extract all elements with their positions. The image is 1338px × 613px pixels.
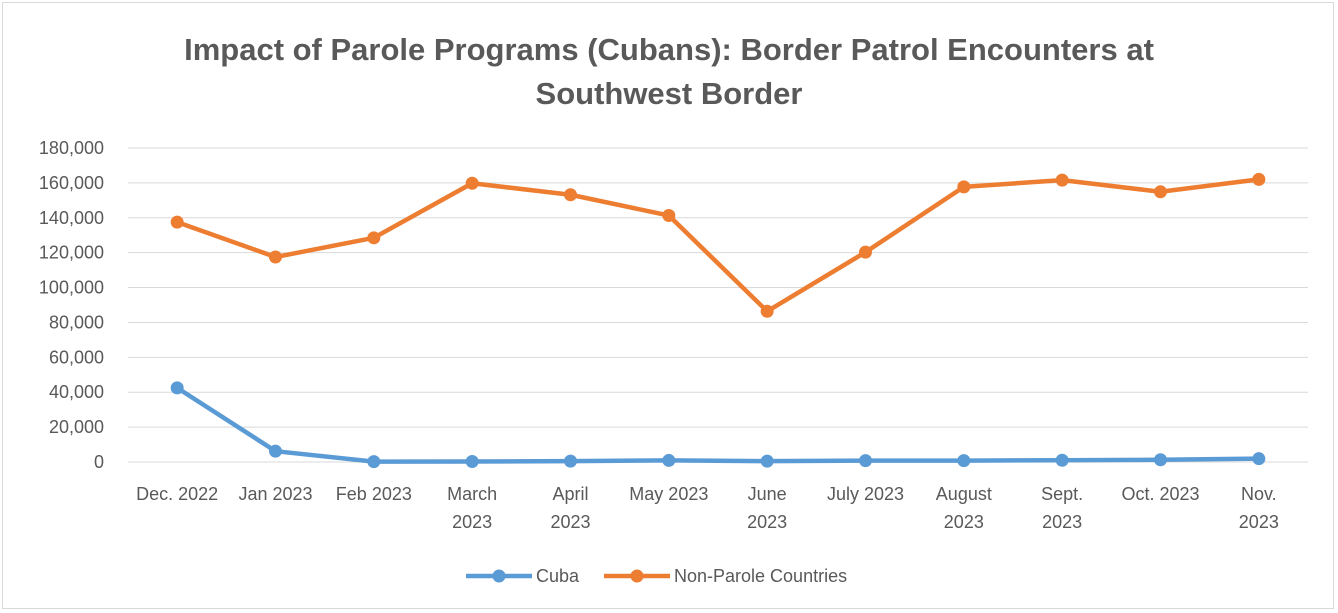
y-tick-label: 140,000 [39, 208, 104, 228]
data-point-cuba [1252, 452, 1266, 466]
y-tick-label: 160,000 [39, 173, 104, 193]
x-tick-label: Oct. 2023 [1121, 484, 1199, 504]
x-tick-label: Nov. 2023 [1239, 484, 1279, 532]
data-point-cuba [1055, 453, 1069, 467]
data-point-non-parole-countries [170, 215, 184, 229]
series-line-non-parole-countries [174, 177, 1262, 314]
data-point-non-parole-countries [269, 250, 282, 264]
gridlines [128, 147, 1308, 463]
data-point-cuba [465, 454, 479, 468]
legend-item-non-parole-countries: Non-Parole Countries [604, 566, 847, 586]
data-point-non-parole-countries [367, 231, 381, 245]
x-tick-label: July 2023 [827, 484, 904, 504]
y-tick-label: 0 [94, 452, 104, 472]
data-point-non-parole-countries [859, 245, 872, 259]
data-point-non-parole-countries [1154, 185, 1167, 199]
legend-label: Non-Parole Countries [674, 566, 847, 586]
legend-swatch-marker [492, 569, 506, 583]
data-point-cuba [367, 455, 381, 469]
legend-swatch-marker [630, 569, 644, 583]
series-line-cuba [174, 385, 1262, 464]
data-point-non-parole-countries [957, 180, 971, 194]
chart-title: Impact of Parole Programs (Cubans): Bord… [0, 28, 1338, 116]
data-point-non-parole-countries [465, 176, 479, 190]
data-point-non-parole-countries [1252, 172, 1266, 186]
data-point-cuba [564, 454, 577, 468]
series-non-parole-countries [170, 172, 1266, 318]
x-tick-label: Feb 2023 [336, 484, 412, 504]
x-tick-label: March 2023 [447, 484, 497, 532]
data-point-non-parole-countries [760, 304, 774, 318]
data-point-non-parole-countries [1055, 173, 1069, 187]
chart-title-line-2: Southwest Border [535, 76, 803, 111]
data-point-cuba [859, 454, 872, 468]
x-tick-label: August 2023 [936, 484, 992, 532]
x-tick-label: Dec. 2022 [136, 484, 218, 504]
y-tick-label: 180,000 [39, 138, 104, 158]
y-tick-label: 40,000 [49, 382, 104, 402]
series-cuba [170, 381, 1266, 469]
data-point-cuba [662, 453, 676, 467]
y-tick-label: 120,000 [39, 243, 104, 263]
chart-title-line-1: Impact of Parole Programs (Cubans): Bord… [184, 32, 1154, 67]
data-point-cuba [760, 454, 774, 468]
x-tick-label: May 2023 [629, 484, 708, 504]
x-axis-tick-labels: Dec. 2022 Jan 2023 Feb 2023 March 2023 April 2… [136, 484, 1279, 532]
x-tick-label: Jan 2023 [238, 484, 312, 504]
legend-item-cuba: Cuba [466, 566, 580, 586]
data-point-cuba [1154, 453, 1167, 467]
x-tick-label: Sept. 2023 [1041, 484, 1083, 532]
x-tick-label: June 2023 [747, 484, 787, 532]
data-point-cuba [957, 454, 971, 468]
x-tick-label: April 2023 [550, 484, 590, 532]
y-tick-label: 80,000 [49, 312, 104, 332]
series-group [170, 172, 1266, 469]
data-point-non-parole-countries [564, 188, 577, 202]
data-point-cuba [269, 444, 282, 458]
y-tick-label: 100,000 [39, 278, 104, 298]
y-axis-tick-labels: 0 20,000 40,000 60,000 80,000 100,000 120,000 1… [39, 138, 104, 472]
legend-label: Cuba [536, 566, 580, 586]
y-tick-label: 20,000 [49, 417, 104, 437]
data-point-non-parole-countries [662, 209, 676, 223]
legend: Cuba Non-Parole Countries [466, 566, 847, 586]
data-point-cuba [170, 381, 184, 395]
y-tick-label: 60,000 [49, 347, 104, 367]
